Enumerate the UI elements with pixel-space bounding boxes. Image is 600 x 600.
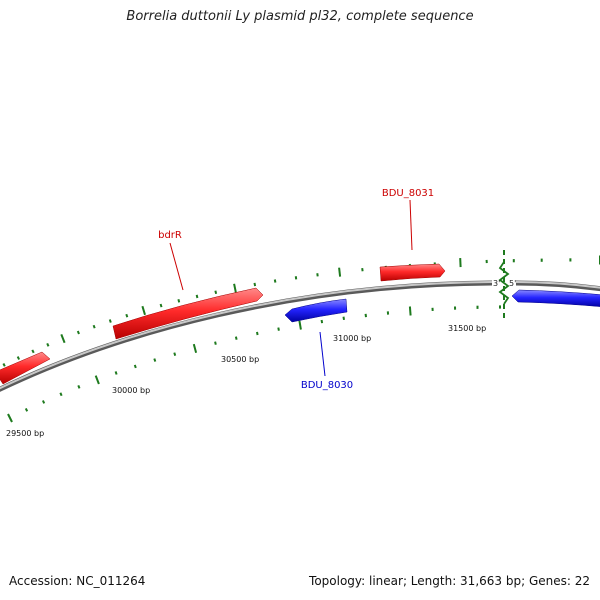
outer-tick-6 [76,330,80,335]
inner-tick-1 [24,407,29,412]
sequence-break-zigzag [498,261,510,305]
gene-arrow-bdrR[interactable] [112,287,264,340]
outer-tick-9 [125,313,129,318]
inner-tick-10 [192,343,198,354]
ruler-label-29500: 29500 bp [6,429,44,438]
inner-tick-marks [7,305,501,423]
outer-tick-10 [141,305,146,316]
inner-tick-9 [173,352,177,356]
inner-tick-20 [408,306,412,316]
ruler-label-30500: 30500 bp [221,355,259,364]
topology-label: Topology: linear; Length: 31,663 bp; Gen… [309,574,590,588]
outer-tick-14 [214,290,218,295]
ruler-label-30000: 30000 bp [112,386,150,395]
inner-tick-5 [94,375,100,385]
inner-tick-8 [153,358,157,362]
inner-tick-4 [77,385,81,389]
outer-tick-13 [195,294,199,299]
inner-tick-16 [320,319,324,324]
outer-tick-7 [92,324,96,329]
leader-line-bdrR [169,242,184,291]
outer-tick-15 [233,283,237,293]
inner-tick-3 [59,392,63,397]
inner-tick-12 [234,336,238,340]
outer-tick-8 [108,319,112,323]
inner-tick-13 [256,331,259,336]
map-title: Borrelia duttonii Ly plasmid pl32, compl… [126,9,474,24]
outer-tick-11 [159,303,163,308]
inner-tick-6 [114,371,118,375]
outer-tick-16 [253,282,257,287]
inner-tick-7 [133,364,137,369]
gene-arrow-reverse-2[interactable] [511,289,600,307]
outer-tick-1 [2,363,6,367]
outer-tick-4 [46,342,50,347]
backbone-left [0,280,493,392]
inner-tick-15 [298,320,302,330]
ruler-label-31000: 31000 bp [333,334,371,343]
inner-tick-0 [7,413,13,423]
gene-label-bdrR: bdrR [158,230,182,241]
outer-tick-17 [273,279,277,283]
leader-line-BDU_8031 [409,199,413,251]
leader-line-BDU_8030 [319,331,326,377]
gene-label-BDU_8031: BDU_8031 [382,188,434,199]
outer-tick-3 [31,349,35,354]
right-end-label: 5' [509,279,516,288]
accession-label: Accession: NC_011264 [9,574,146,588]
inner-tick-17 [342,316,345,321]
gene-arrow-BDU_8030[interactable] [284,298,348,323]
inner-tick-2 [41,400,46,404]
left-end-label: 3' [493,279,500,288]
gene-arrow-forward-1[interactable] [0,351,51,385]
gene-arrow-BDU_8031[interactable] [379,263,446,282]
gene-label-BDU_8030: BDU_8030 [301,380,353,391]
outer-tick-2 [16,356,21,360]
ruler-label-31500: 31500 bp [448,324,486,333]
inner-tick-11 [214,341,217,345]
outer-tick-5 [60,334,66,344]
outer-tick-12 [177,299,181,303]
inner-tick-14 [277,327,280,331]
outer-tick-20 [338,267,342,277]
backbone-left-highlight [0,281,493,390]
